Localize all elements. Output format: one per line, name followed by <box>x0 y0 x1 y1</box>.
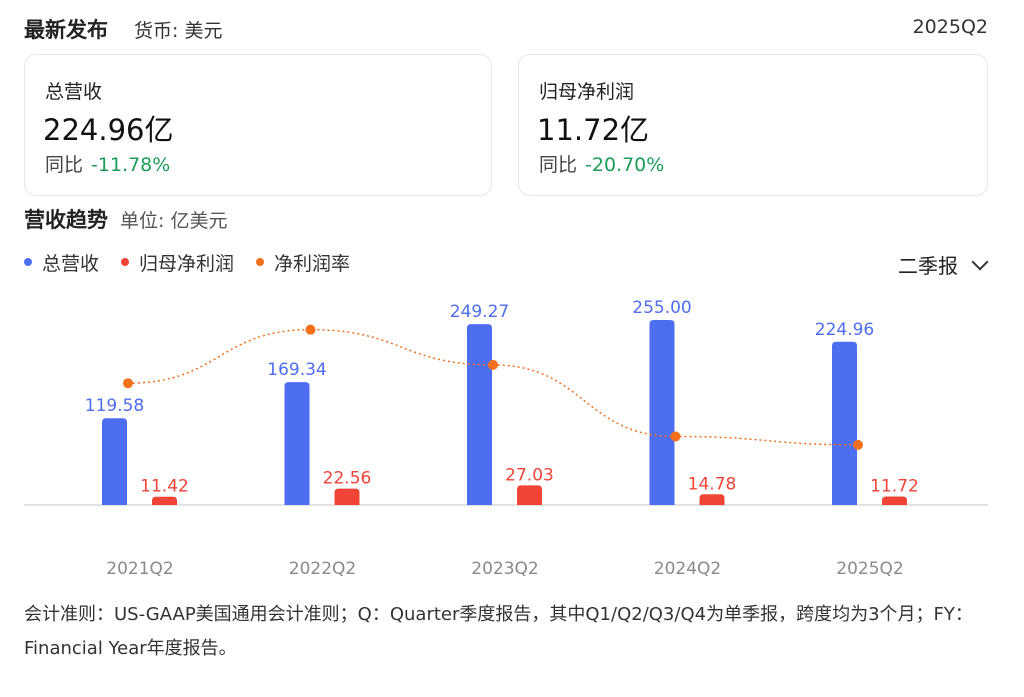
x-tick-label: 2021Q2 <box>106 559 173 579</box>
net-profit-card-value: 11.72亿 <box>537 113 650 147</box>
report-period-label: 二季报 <box>898 254 958 278</box>
x-tick-label: 2024Q2 <box>654 559 721 579</box>
bar-revenue <box>467 324 492 505</box>
data-label-revenue: 169.34 <box>267 360 326 380</box>
net-profit-card: 归母净利润 11.72亿 同比 -20.70% <box>518 54 988 196</box>
x-tick-label: 2022Q2 <box>289 559 356 579</box>
data-label-revenue: 119.58 <box>85 396 144 416</box>
bar-revenue <box>649 320 675 505</box>
net-profit-yoy-label: 同比 <box>539 154 578 176</box>
net-profit-card-label: 归母净利润 <box>539 81 635 103</box>
bar-net-profit <box>699 494 725 505</box>
revenue-card-label: 总营收 <box>45 81 103 103</box>
chevron-down-icon <box>971 253 989 270</box>
bar-net-profit <box>334 488 360 505</box>
legend-label-net-profit: 归母净利润 <box>139 252 235 275</box>
point-net-margin <box>853 439 863 450</box>
data-label-revenue: 224.96 <box>815 320 874 340</box>
revenue-yoy-value: -11.78% <box>91 154 171 176</box>
legend-dot-net-margin <box>256 258 265 266</box>
bar-net-profit <box>517 485 542 505</box>
data-label-net-profit: 11.42 <box>140 477 189 497</box>
data-label-net-profit: 11.72 <box>870 476 919 496</box>
x-tick-label: 2023Q2 <box>471 559 538 579</box>
bar-revenue <box>832 341 857 505</box>
net-profit-card-yoy: 同比 -20.70% <box>539 150 664 177</box>
currency-label: 货币: 美元 <box>134 20 223 42</box>
section-title: 营收趋势 <box>24 208 108 232</box>
section-header: 营收趋势 单位: 亿美元 <box>24 204 227 234</box>
legend-item-net-profit[interactable]: 归母净利润 <box>121 249 234 276</box>
header-row: 最新发布 货币: 美元 2025Q2 <box>24 12 988 44</box>
data-label-net-profit: 14.78 <box>688 474 737 494</box>
x-tick-label: 2025Q2 <box>836 559 903 579</box>
bar-net-profit <box>152 496 177 505</box>
revenue-card-yoy: 同比 -11.78% <box>45 150 170 177</box>
revenue-yoy-label: 同比 <box>45 154 84 176</box>
legend-dot-revenue <box>24 258 32 266</box>
period-label: 2025Q2 <box>912 16 988 38</box>
series-line-net-margin <box>127 328 859 446</box>
legend-item-net-margin[interactable]: 净利润率 <box>256 249 350 276</box>
bar-net-profit <box>882 496 907 505</box>
section-unit: 单位: 亿美元 <box>120 210 228 232</box>
revenue-card-value: 224.96亿 <box>43 113 174 147</box>
chart-legend: 总营收 归母净利润 净利润率 <box>24 248 372 276</box>
bar-revenue <box>102 418 127 505</box>
data-label-net-profit: 27.03 <box>505 465 554 485</box>
point-net-margin <box>305 324 316 335</box>
point-net-margin <box>670 431 681 442</box>
data-label-revenue: 255.00 <box>632 298 691 318</box>
point-net-margin <box>123 378 133 389</box>
header-title: 最新发布 <box>24 18 108 42</box>
revenue-trend-chart: 119.58 11.42 2021Q2 169.34 22.56 2022Q2 249.27… <box>24 298 988 579</box>
data-label-revenue: 249.27 <box>450 302 509 322</box>
net-profit-yoy-value: -20.70% <box>585 154 665 176</box>
footnote: 会计准则：US-GAAP美国通用会计准则；Q：Quarter季度报告，其中Q1/… <box>24 604 973 659</box>
data-label-net-profit: 22.56 <box>323 469 372 489</box>
legend-label-net-margin: 净利润率 <box>274 252 351 275</box>
legend-dot-net-profit <box>121 258 130 266</box>
legend-item-revenue[interactable]: 总营收 <box>24 249 99 276</box>
legend-label-revenue: 总营收 <box>42 252 100 275</box>
revenue-card: 总营收 224.96亿 同比 -11.78% <box>24 54 492 196</box>
report-period-dropdown[interactable]: 二季报 <box>898 250 989 279</box>
bar-revenue <box>284 382 310 505</box>
point-net-margin <box>488 359 498 370</box>
